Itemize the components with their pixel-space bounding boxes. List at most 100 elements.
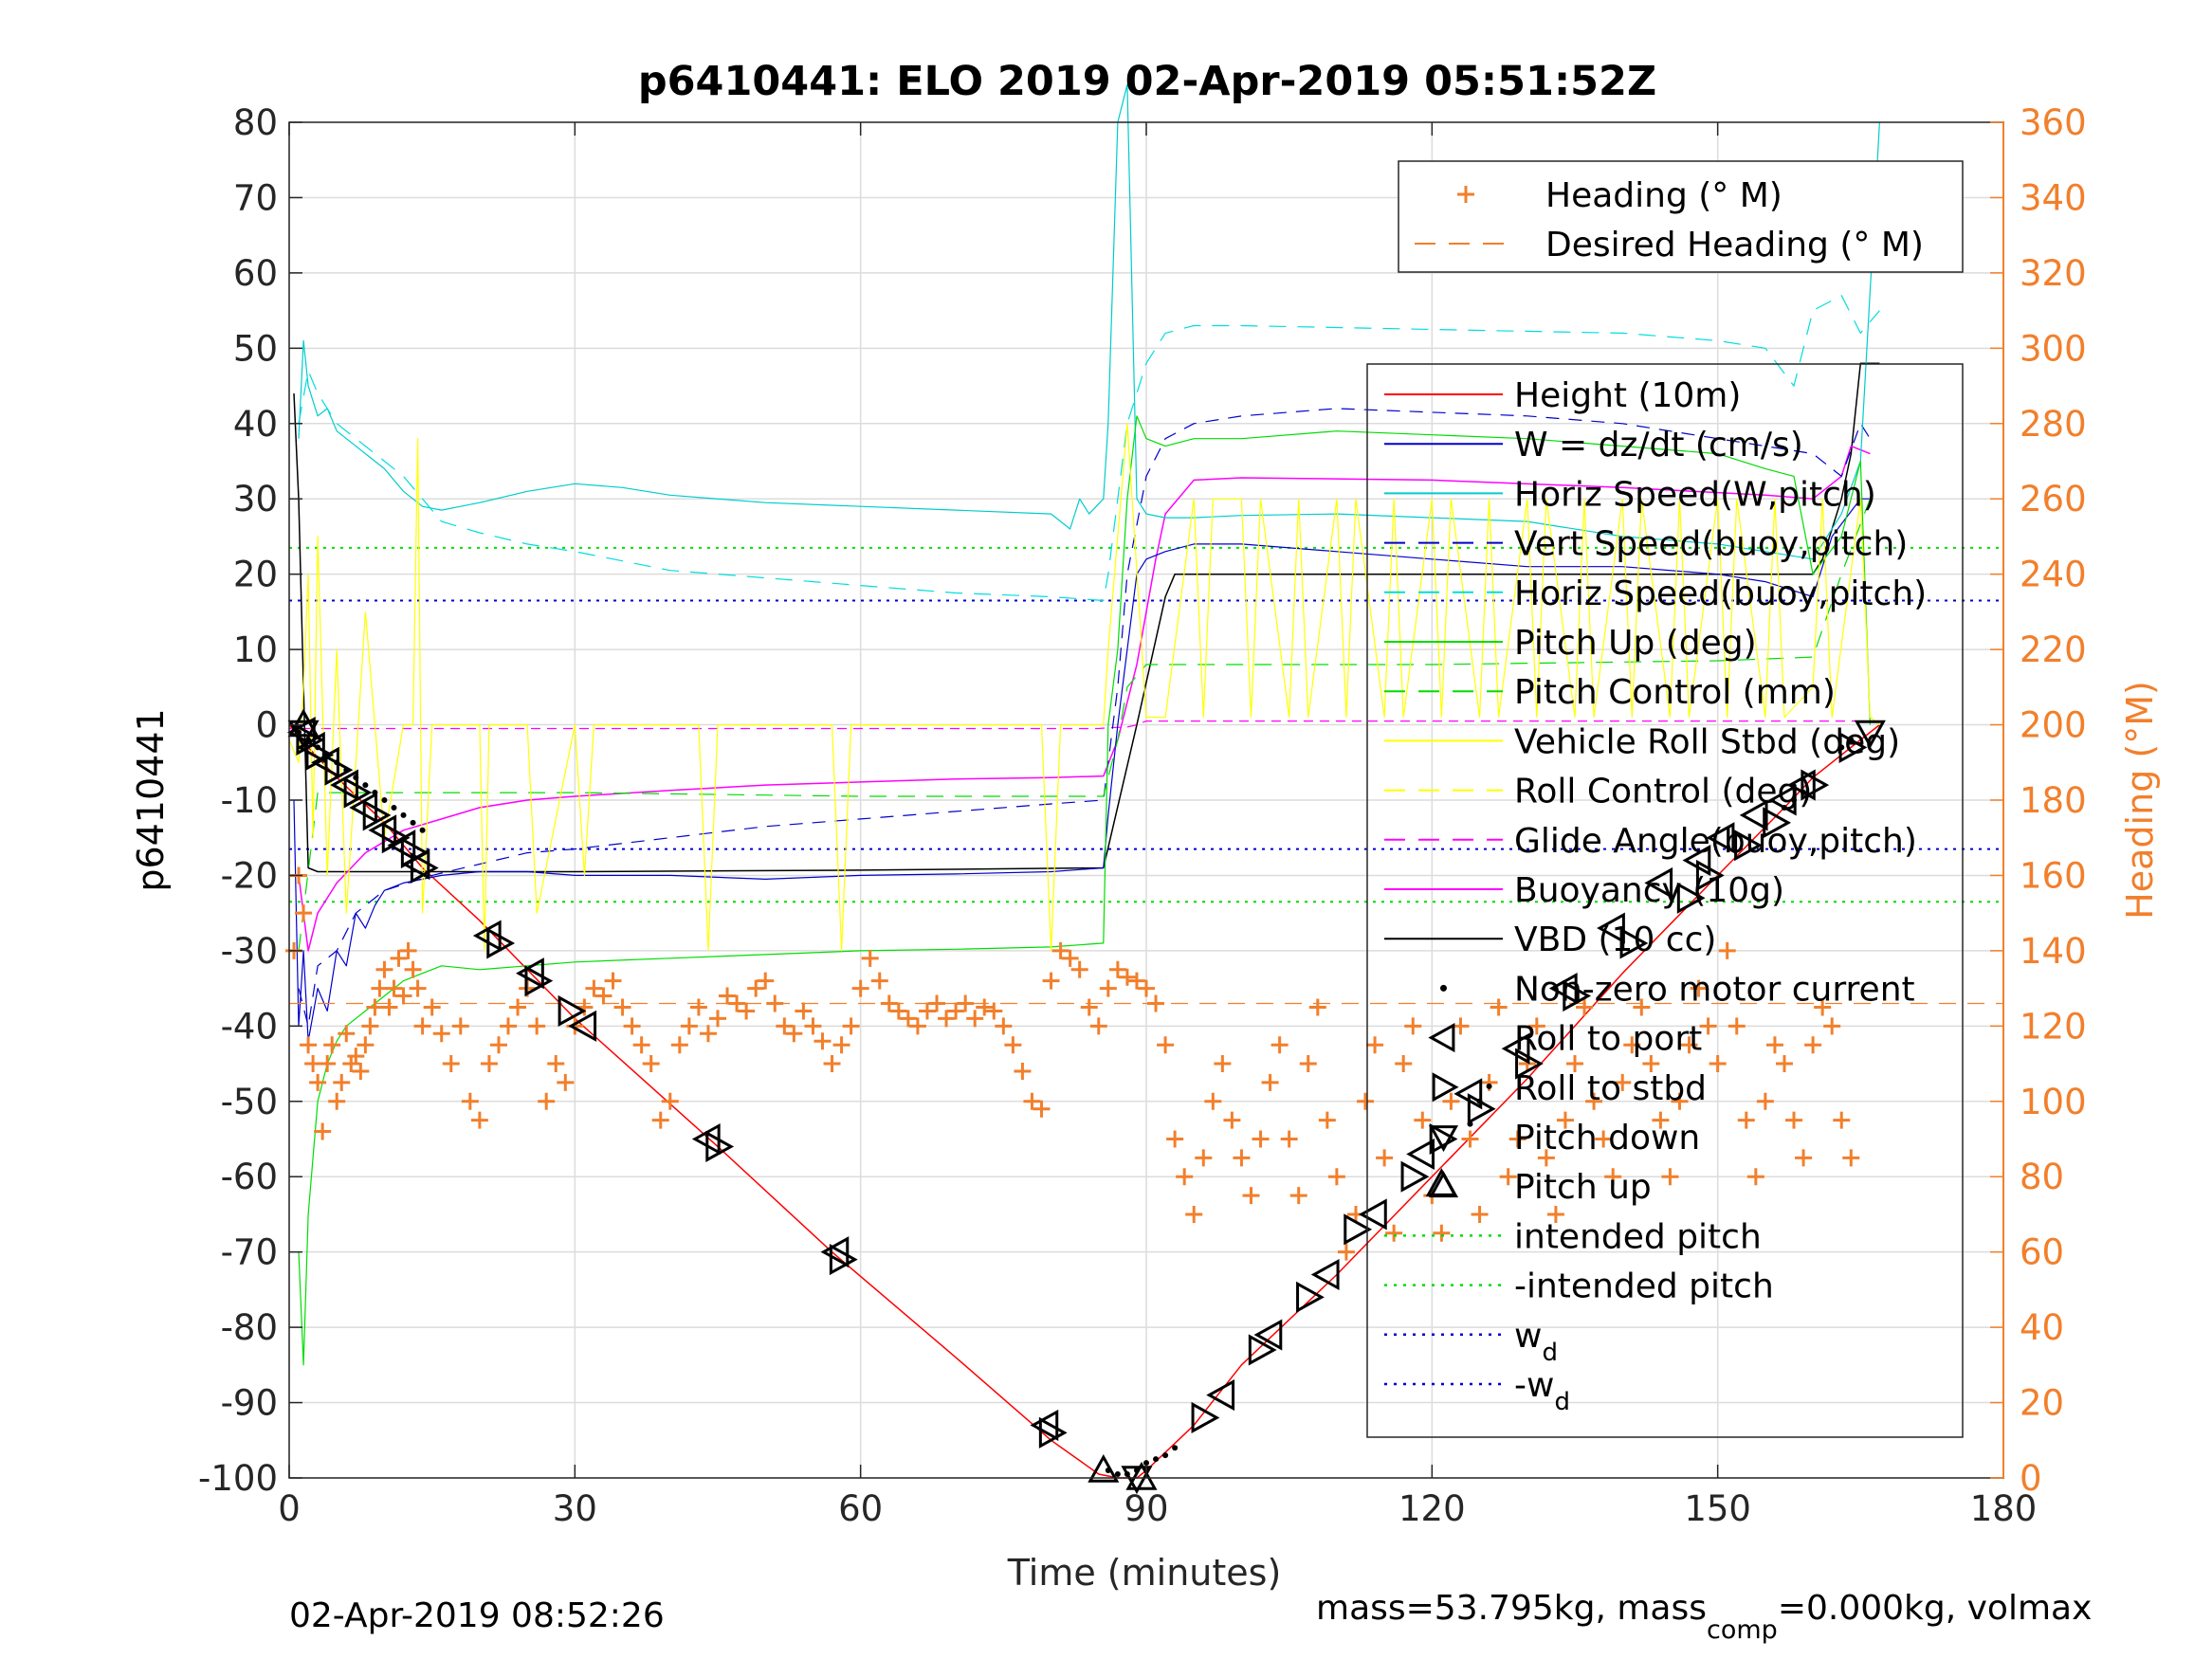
motor-current-dot xyxy=(334,759,340,766)
heading-point xyxy=(361,1017,379,1035)
heading-point xyxy=(623,1017,641,1035)
heading-point xyxy=(1452,1017,1470,1035)
heading-point xyxy=(928,994,946,1012)
roll-to-stbd-marker xyxy=(343,776,373,809)
y-right-tick-label: 140 xyxy=(2020,931,2087,972)
motor-current-dot xyxy=(1838,744,1845,751)
heading-point xyxy=(1490,998,1508,1016)
legend-label-desired-heading-m: Desired Heading (° M) xyxy=(1545,226,1924,264)
motor-current-dot xyxy=(1153,1456,1160,1463)
heading-point xyxy=(757,972,775,990)
heading-point xyxy=(1033,1100,1051,1118)
legend-sample-pitch-up xyxy=(1428,1171,1459,1198)
motor-current-dot xyxy=(1143,1460,1149,1467)
heading-point xyxy=(651,1111,669,1129)
heading-point xyxy=(719,987,737,1005)
y-right-tick-label: 180 xyxy=(2020,780,2087,821)
motor-current-dot xyxy=(362,782,369,789)
legend-label-pitch-up-deg: Pitch Up (deg) xyxy=(1514,624,1757,663)
heading-point xyxy=(423,998,441,1016)
roll-to-port-marker xyxy=(1597,912,1625,944)
heading-point xyxy=(1127,972,1145,990)
heading-point xyxy=(1775,1055,1793,1073)
roll-to-stbd-marker xyxy=(1248,1334,1277,1366)
heading-point xyxy=(1842,1149,1860,1167)
motor-current-dot xyxy=(324,752,331,758)
heading-point xyxy=(1690,979,1708,997)
y-tick-label: -40 xyxy=(221,1006,278,1047)
heading-point xyxy=(1718,941,1736,959)
motor-current-dot xyxy=(400,811,407,818)
motor-current-dot xyxy=(1848,737,1855,743)
roll-to-port-marker xyxy=(1030,1409,1059,1441)
roll-to-stbd-marker xyxy=(362,799,392,831)
y-tick-label: 20 xyxy=(233,555,278,595)
legend-label-text: Roll Control (deg) xyxy=(1514,773,1812,811)
heading-point xyxy=(1233,1149,1251,1167)
legend-heading: Heading (° M) Desired Heading (° M) xyxy=(1398,160,1964,273)
heading-point xyxy=(1595,1130,1613,1148)
heading-point xyxy=(1318,1111,1336,1129)
heading-point xyxy=(957,994,975,1012)
motor-current-dot xyxy=(1467,1121,1473,1127)
heading-point xyxy=(323,1036,341,1054)
heading-point xyxy=(908,1017,926,1035)
heading-point xyxy=(1680,1036,1698,1054)
legend-label-intended-pitch: intended pitch xyxy=(1514,1217,1762,1256)
motor-current-dot xyxy=(381,797,388,803)
roll-to-stbd-marker xyxy=(410,851,439,884)
heading-point xyxy=(870,972,888,990)
y-tick-label: 60 xyxy=(233,253,278,294)
legend-label-roll-control-deg: Roll Control (deg) xyxy=(1514,773,1812,811)
heading-point xyxy=(366,998,384,1016)
roll-to-port-marker xyxy=(1706,822,1735,854)
y-right-tick-label: 200 xyxy=(2020,705,2087,746)
legend-label-vert-speed-buoy-pitch: Vert Speed(buoy,pitch) xyxy=(1514,525,1908,564)
heading-point xyxy=(1261,1073,1279,1091)
motor-current-dot xyxy=(410,819,416,826)
roll-to-port-marker xyxy=(1406,1138,1435,1170)
legend-label-w-dz-dt-cm-s: W = dz/dt (cm/s) xyxy=(1514,426,1803,465)
heading-point xyxy=(1089,1017,1107,1035)
heading-point xyxy=(1442,1092,1460,1110)
heading-point xyxy=(489,1036,507,1054)
legend-label-text: Roll to stbd xyxy=(1514,1069,1707,1108)
legend-label-sub: d xyxy=(1554,1388,1570,1416)
heading-point xyxy=(1280,1130,1298,1148)
x-tick-label: 180 xyxy=(1970,1488,2038,1529)
heading-point xyxy=(300,1036,318,1054)
heading-point xyxy=(642,1055,660,1073)
heading-point xyxy=(1004,1036,1022,1054)
heading-point xyxy=(1166,1130,1184,1148)
legend-sample-pitch-down xyxy=(1428,1125,1459,1153)
heading-point xyxy=(1737,1111,1755,1129)
heading-point xyxy=(1108,960,1126,978)
heading-point xyxy=(1337,1243,1355,1261)
legend-label-text: Pitch Control (mm) xyxy=(1514,673,1836,712)
series-vehicle-roll-stbd-deg xyxy=(288,423,1880,952)
y-right-tick-label: 360 xyxy=(2020,102,2087,143)
roll-to-stbd-marker xyxy=(1344,1213,1373,1246)
heading-point xyxy=(966,1010,984,1028)
heading-point xyxy=(1642,1055,1660,1073)
y-right-tick-label: 240 xyxy=(2020,555,2087,595)
heading-point xyxy=(851,979,869,997)
heading-point xyxy=(409,979,427,997)
heading-point xyxy=(304,1055,322,1073)
y-tick-label: 50 xyxy=(233,328,278,369)
heading-point xyxy=(557,1073,575,1091)
y-tick-label: 40 xyxy=(233,404,278,445)
series-horiz-speed-buoy-pitch xyxy=(298,295,1880,602)
y-tick-label: -20 xyxy=(221,855,278,896)
legend-label-text: Horiz Speed(W,pitch) xyxy=(1514,475,1876,514)
y-axis-label: p6410441 xyxy=(130,708,172,891)
legend-label-text: intended pitch xyxy=(1514,1217,1762,1256)
heading-point xyxy=(399,941,417,959)
heading-point xyxy=(985,1002,1003,1020)
heading-point xyxy=(385,979,403,997)
heading-point xyxy=(594,987,612,1005)
heading-point xyxy=(1147,994,1165,1012)
heading-point xyxy=(689,998,707,1016)
heading-point xyxy=(1061,949,1079,967)
